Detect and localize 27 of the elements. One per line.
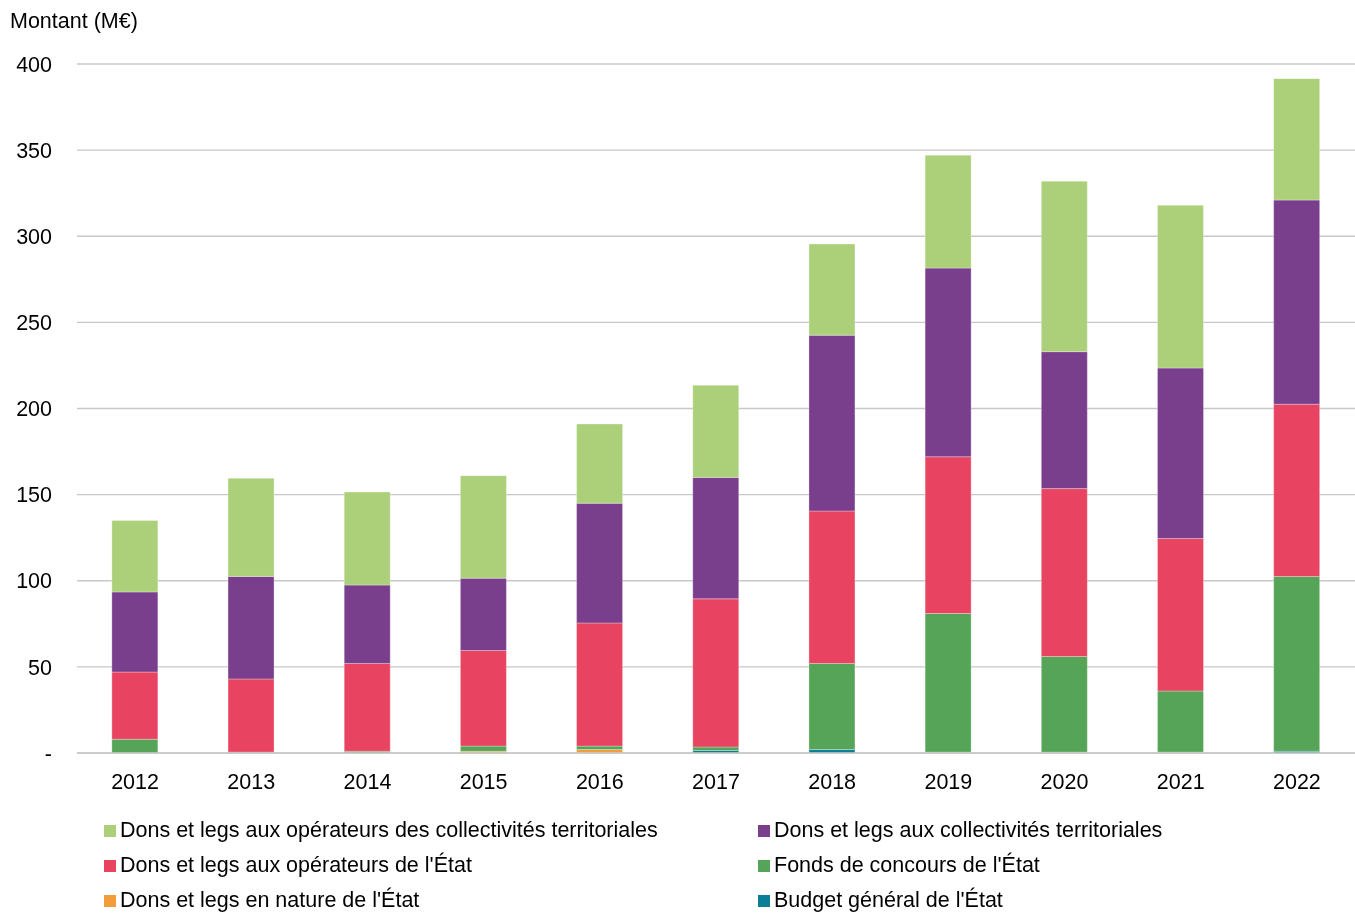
y-tick-label: 150 [16, 483, 53, 508]
x-tick-label: 2012 [111, 770, 160, 795]
legend-label: Dons et legs aux collectivités territoriales [774, 818, 1163, 843]
x-tick-label: 2021 [1156, 770, 1205, 795]
legend-label: Dons et legs en nature de l'État [120, 888, 420, 913]
legend-label: Dons et legs aux opérateurs des collectivités territoriales [120, 818, 658, 843]
y-tick-label: 250 [16, 311, 53, 336]
y-tick-label: 400 [16, 52, 53, 77]
legend-label: Budget général de l'État [774, 888, 1003, 913]
x-tick-label: 2022 [1272, 770, 1321, 795]
y-tick-label: 300 [16, 224, 53, 249]
y-tick-label: - [44, 741, 52, 766]
y-tick-label: 350 [16, 138, 53, 163]
x-tick-label: 2019 [924, 770, 973, 795]
legend-label: Dons et legs aux opérateurs de l'État [120, 853, 472, 878]
y-tick-label: 100 [16, 569, 53, 594]
x-tick-label: 2014 [343, 770, 392, 795]
x-tick-label: 2018 [808, 770, 857, 795]
x-tick-label: 2016 [575, 770, 624, 795]
y-axis-title: Montant (M€) [10, 9, 138, 34]
x-tick-label: 2020 [1040, 770, 1089, 795]
x-tick-label: 2017 [692, 770, 740, 795]
x-tick-label: 2015 [459, 770, 508, 795]
legend-label: Fonds de concours de l'État [774, 853, 1040, 878]
y-tick-label: 50 [28, 655, 53, 680]
y-tick-label: 200 [16, 397, 53, 422]
x-tick-label: 2013 [227, 770, 276, 795]
